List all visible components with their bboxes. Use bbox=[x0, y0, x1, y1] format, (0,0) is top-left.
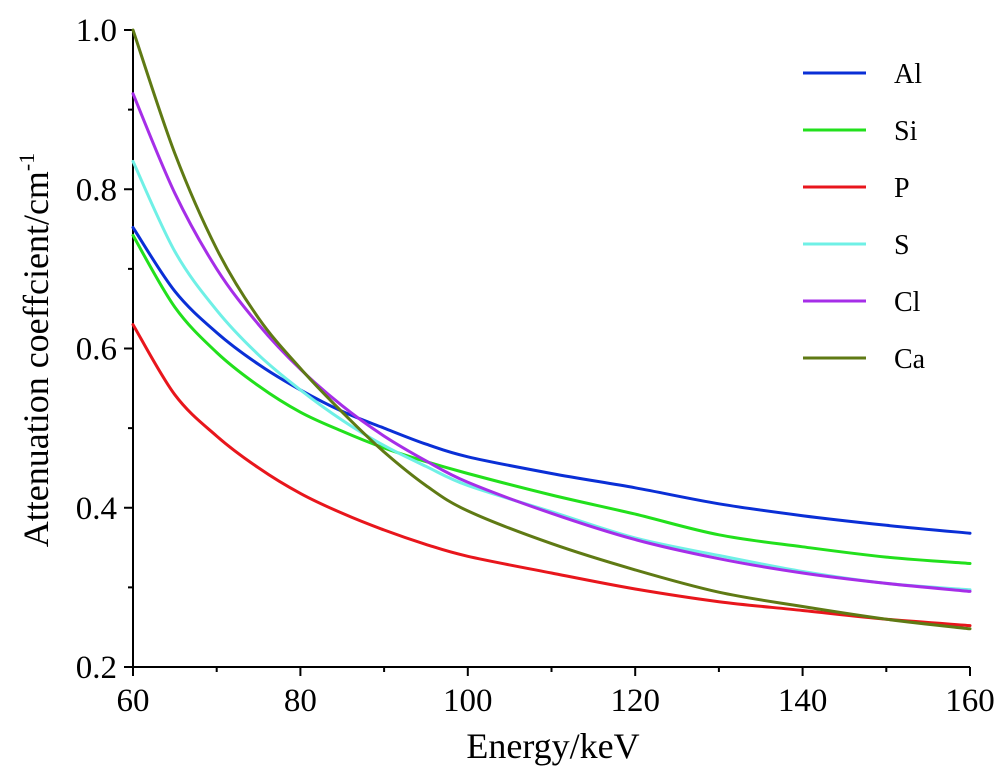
x-tick-label: 80 bbox=[284, 683, 317, 719]
series-line-s bbox=[131, 159, 972, 592]
series-group bbox=[131, 28, 972, 631]
x-tick-label: 60 bbox=[117, 683, 150, 719]
y-tick-label: 0.6 bbox=[76, 332, 117, 368]
x-tick-label: 140 bbox=[778, 683, 828, 719]
series-line-si bbox=[131, 233, 972, 565]
y-axis-title-superscript: -1 bbox=[14, 153, 39, 171]
x-axis-title: Energy/keV bbox=[466, 726, 639, 766]
legend-label-p: P bbox=[894, 173, 910, 204]
x-tick-label: 160 bbox=[945, 683, 995, 719]
legend: Al Si PS Cl Ca bbox=[803, 59, 926, 375]
axes: 60 80 100 120 140 160 0.2 0.4 0.6 0.8 1.0 bbox=[76, 13, 995, 719]
y-axis-title: Attenuation coeffcient/cm-1 bbox=[14, 153, 56, 548]
series-line-p bbox=[131, 323, 972, 628]
legend-label-s: S bbox=[894, 230, 910, 261]
series-line-ca bbox=[131, 28, 972, 631]
y-axis-title-main: Attenuation coeffcient/cm bbox=[16, 171, 56, 547]
legend-label-al: Al bbox=[894, 59, 922, 90]
legend-label-ca: Ca bbox=[894, 344, 926, 375]
series-line-al bbox=[131, 226, 972, 535]
y-tick-label: 1.0 bbox=[76, 13, 117, 49]
legend-label-si: Si bbox=[894, 116, 918, 147]
x-tick-label: 120 bbox=[610, 683, 660, 719]
legend-label-cl: Cl bbox=[894, 287, 921, 318]
x-tick-label: 100 bbox=[443, 683, 493, 719]
series-line-cl bbox=[131, 92, 972, 593]
y-tick-label: 0.2 bbox=[76, 650, 117, 686]
y-tick-label: 0.4 bbox=[76, 491, 117, 527]
y-tick-label: 0.8 bbox=[76, 172, 117, 208]
